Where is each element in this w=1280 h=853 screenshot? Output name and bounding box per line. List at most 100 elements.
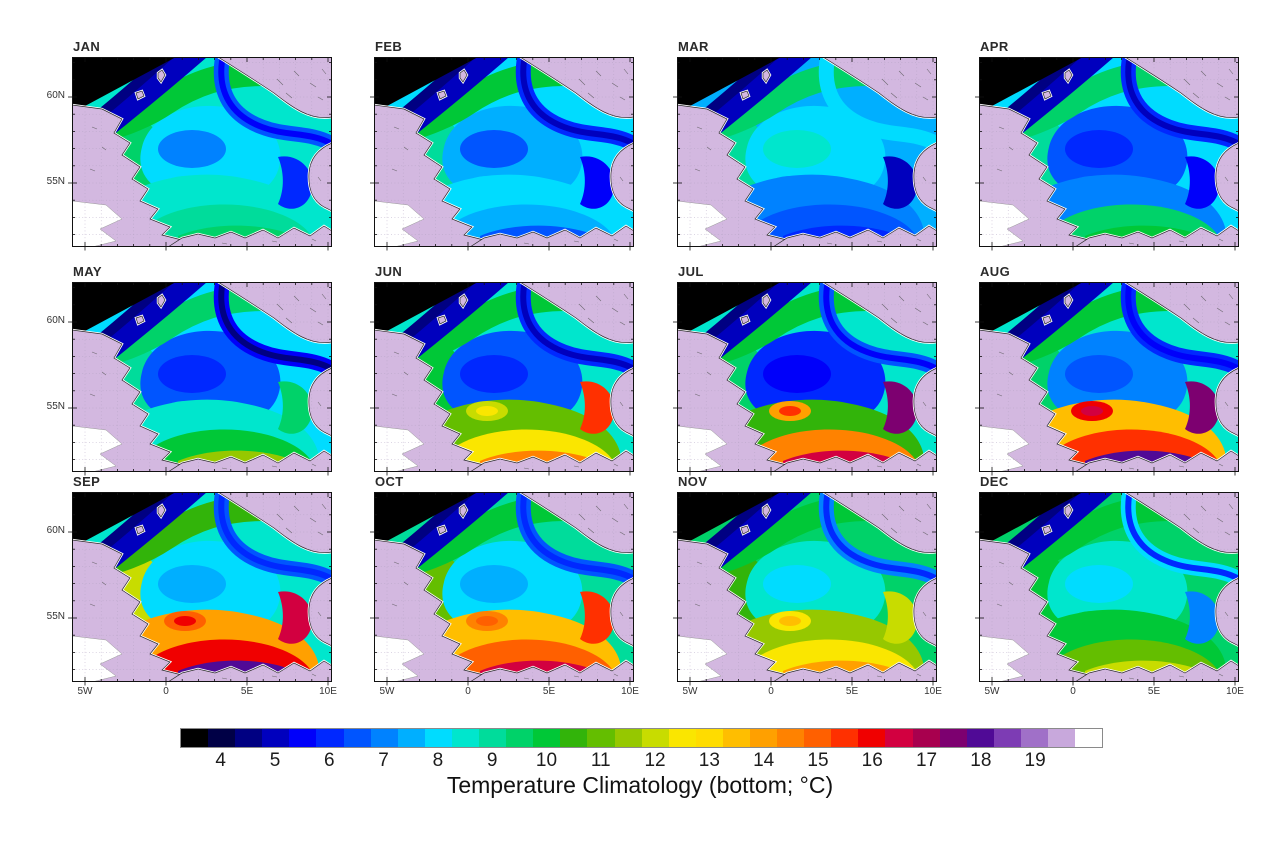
sea-central-pool-core xyxy=(1065,565,1133,603)
colorbar-segment xyxy=(343,729,371,747)
land-jutland xyxy=(610,577,634,647)
colorbar-segment xyxy=(208,729,236,747)
sea-hotspot-core xyxy=(1081,181,1103,191)
colorbar-tick-label: 6 xyxy=(324,750,335,771)
land-england-white-patch xyxy=(979,200,1030,247)
land-england-white-patch xyxy=(374,200,425,247)
land-norway xyxy=(519,492,634,554)
land-england-white-patch xyxy=(72,635,123,682)
colorbar-segment xyxy=(695,729,723,747)
land-norway xyxy=(822,57,937,119)
land-england-white-patch xyxy=(979,425,1030,472)
land-jutland xyxy=(308,142,332,212)
map-panel-mar: MAR xyxy=(673,39,937,251)
y-tick-label: 55N xyxy=(46,176,65,187)
deep-atlantic-wedge xyxy=(72,282,176,338)
colorbar-tick-label: 16 xyxy=(861,750,883,771)
sea-hotspot-core xyxy=(476,616,498,626)
terrain-marks xyxy=(694,68,932,245)
map-svg xyxy=(673,57,937,251)
sea-hotspot-core xyxy=(779,616,801,626)
deep-atlantic-wedge xyxy=(374,282,478,338)
x-tick-label: 5W xyxy=(984,686,1000,697)
deep-atlantic-wedge xyxy=(979,57,1083,113)
land xyxy=(677,282,937,472)
land-continent-south xyxy=(469,660,634,682)
panel-frame xyxy=(979,492,1239,682)
map-panel-nov: NOV 5W 0 5E 10E xyxy=(673,474,942,697)
land-norway xyxy=(1124,282,1239,344)
deep-atlantic-wedge xyxy=(72,492,176,548)
map-panel-jul: JUL xyxy=(673,264,937,476)
terrain-marks xyxy=(996,503,1234,680)
colorbar-segment xyxy=(587,729,615,747)
x-tick-label: 0 xyxy=(465,686,471,697)
colorbar-segment xyxy=(533,729,561,747)
land-jutland xyxy=(1215,367,1239,437)
colorbar-tick-label: 12 xyxy=(644,750,666,771)
sea-hotspot-core xyxy=(779,181,801,191)
sea-central-pool-core xyxy=(763,565,831,603)
sea-central-pool-core xyxy=(158,355,226,393)
month-label: OCT xyxy=(375,474,404,489)
panel-frame xyxy=(677,492,937,682)
norwegian-trench-core xyxy=(218,58,332,148)
colorbar-segment xyxy=(181,729,209,747)
norwegian-trench-core xyxy=(823,493,937,583)
norwegian-trench-core xyxy=(823,283,937,373)
colorbar-segment xyxy=(777,729,805,747)
colorbar-segment xyxy=(722,729,750,747)
sea-central-pool-core xyxy=(460,565,528,603)
deep-atlantic-wedge xyxy=(677,492,781,548)
colorbar-tick-label: 7 xyxy=(378,750,389,771)
land-continent-south xyxy=(167,660,332,682)
norwegian-trench-core xyxy=(520,493,634,583)
colorbar-segment xyxy=(506,729,534,747)
terrain-marks xyxy=(89,503,327,680)
colorbar-segment xyxy=(235,729,263,747)
map-panel-apr: APR xyxy=(975,39,1239,251)
map-panel-sep: SEP 60N 55N 5W 0 5E xyxy=(47,474,337,697)
sea-hotspot-core xyxy=(174,406,196,416)
sea-hotspot-core xyxy=(174,181,196,191)
deep-atlantic-wedge xyxy=(677,57,781,113)
land-jutland xyxy=(913,367,937,437)
land-jutland xyxy=(308,367,332,437)
land-islands xyxy=(740,294,771,325)
x-tick-label: 5E xyxy=(845,686,859,697)
terrain-marks xyxy=(694,503,932,680)
panel-frame xyxy=(979,282,1239,472)
land-norway xyxy=(822,492,937,554)
land-england-white-patch xyxy=(72,200,123,247)
norwegian-trench-core xyxy=(520,283,634,373)
colorbar-tick-label: 18 xyxy=(970,750,992,771)
colorbar-tick-label: 4 xyxy=(215,750,227,771)
map-svg xyxy=(975,282,1239,476)
land-islands xyxy=(135,504,166,535)
map-panel-jan: JAN 60N 55N xyxy=(47,39,332,251)
y-tick-label: 60N xyxy=(46,90,65,101)
colorbar-segment xyxy=(749,729,778,747)
colorbar-tick-label: 8 xyxy=(432,750,444,771)
panel-frame xyxy=(72,282,332,472)
map-svg xyxy=(68,282,332,476)
map-svg xyxy=(370,57,634,251)
land-england-white-patch xyxy=(677,425,728,472)
map-panel-feb: FEB xyxy=(370,39,634,251)
land-england-white-patch xyxy=(374,425,425,472)
colorbar-tick-label: 13 xyxy=(698,750,720,771)
colorbar-segment xyxy=(858,729,886,747)
sea-hotspot-core xyxy=(476,406,498,416)
sea-central-pool-core xyxy=(1065,355,1133,393)
sea-german-bight-patch xyxy=(883,156,918,209)
panel-frame xyxy=(979,57,1239,247)
land-england-white-patch xyxy=(374,635,425,682)
panel-frame xyxy=(677,57,937,247)
land-continent-south xyxy=(1074,225,1239,247)
colorbar-segment xyxy=(993,729,1021,747)
sea-german-bight-patch xyxy=(278,156,313,209)
month-label: FEB xyxy=(375,39,403,54)
panel-frame xyxy=(677,282,937,472)
colorbar-tick-label: 5 xyxy=(269,750,281,771)
norwegian-trench-core xyxy=(1125,58,1239,148)
